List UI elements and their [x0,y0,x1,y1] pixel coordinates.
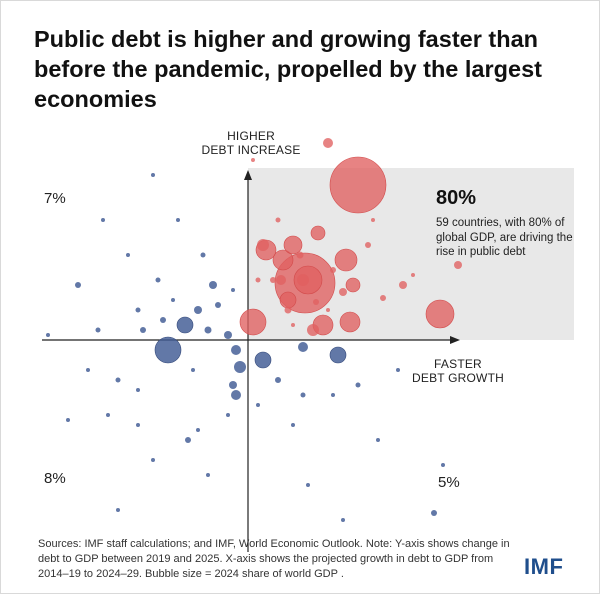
red-bubble [371,218,375,222]
blue-bubble [215,302,221,308]
blue-bubble [151,458,155,462]
red-bubble [365,242,371,248]
red-bubble [284,306,292,314]
blue-bubble [396,368,400,372]
blue-bubble [231,345,241,355]
quadrant-lower-left-percent: 8% [44,470,66,487]
red-bubble [345,277,361,293]
red-bubble [334,248,358,272]
blue-bubble [331,393,335,397]
blue-bubble [136,423,140,427]
blue-bubble [200,252,206,258]
red-bubble [272,249,294,271]
chart-title: Public debt is higher and growing faster… [34,26,542,112]
y-axis-label: HIGHER DEBT INCREASE [201,129,301,157]
blue-bubble [191,368,195,372]
red-bubble [313,299,319,305]
blue-bubble [234,361,246,373]
blue-bubble [154,336,182,364]
blue-bubble [171,298,175,302]
quadrant-upper-left-percent: 7% [44,190,66,207]
red-bubble [454,261,462,269]
red-bubble [283,235,303,255]
blue-bubble [431,510,437,516]
callout-text: 59 countries, with 80% of global GDP, ar… [436,217,573,258]
blue-bubble [136,388,140,392]
blue-bubble [95,327,101,333]
red-bubble [275,217,281,223]
source-note: Sources: IMF staff calculations; and IMF… [38,538,510,580]
blue-bubble [209,281,217,289]
red-bubble [270,277,276,283]
red-bubble [251,158,255,162]
red-bubble [255,277,261,283]
blue-bubble [176,218,180,222]
blue-bubble [204,326,212,334]
blue-bubble [126,253,130,257]
red-bubble [339,288,347,296]
red-bubble [307,324,319,336]
red-bubble [330,267,336,273]
red-bubble [399,281,407,289]
blue-bubble [376,438,380,442]
blue-bubble [298,342,308,352]
red-bubble [380,295,386,301]
blue-bubble [151,173,155,177]
blue-bubble [231,390,241,400]
blue-bubble [256,403,260,407]
red-bubble [323,138,333,148]
red-bubble [296,251,304,259]
blue-bubble [176,316,194,334]
x-axis-arrow [450,336,460,344]
red-bubble [425,299,455,329]
red-bubble [310,225,326,241]
blue-bubble [86,368,90,372]
blue-bubble [355,382,361,388]
blue-bubble [66,418,70,422]
red-bubble [339,311,361,333]
blue-bubble [206,473,210,477]
red-bubble [239,308,267,336]
blue-bubble [140,327,146,333]
blue-bubble [341,518,345,522]
quadrant-lower-right-percent: 5% [438,474,460,491]
blue-bubble [329,346,347,364]
y-axis-arrow [244,170,252,180]
blue-bubble [46,333,50,337]
blue-bubble [194,306,202,314]
blue-bubble [291,423,295,427]
blue-bubble [229,381,237,389]
blue-bubble [75,282,81,288]
blue-bubble [185,437,191,443]
blue-bubble [441,463,445,467]
red-bubble [276,275,286,285]
red-bubble [291,323,295,327]
blue-bubble [196,428,200,432]
imf-logo: IMF [524,554,564,579]
blue-bubble [300,392,306,398]
callout-percent: 80% [436,187,477,209]
blue-bubble [101,218,105,222]
blue-bubble [306,483,310,487]
red-bubble [297,274,309,286]
blue-bubble [106,413,110,417]
blue-bubble [135,307,141,313]
blue-bubble [155,277,161,283]
red-bubble [326,308,330,312]
blue-bubble [231,288,235,292]
red-bubble [411,273,415,277]
blue-bubble [254,351,272,369]
blue-bubble [226,413,230,417]
red-bubble [329,156,387,214]
blue-bubble [115,377,121,383]
blue-bubble [224,331,232,339]
red-bubble [257,239,269,251]
red-bubble [279,291,297,309]
blue-bubble [275,377,281,383]
blue-bubble [160,317,166,323]
blue-bubble [116,508,120,512]
x-axis-label: FASTER DEBT GROWTH [412,357,504,385]
